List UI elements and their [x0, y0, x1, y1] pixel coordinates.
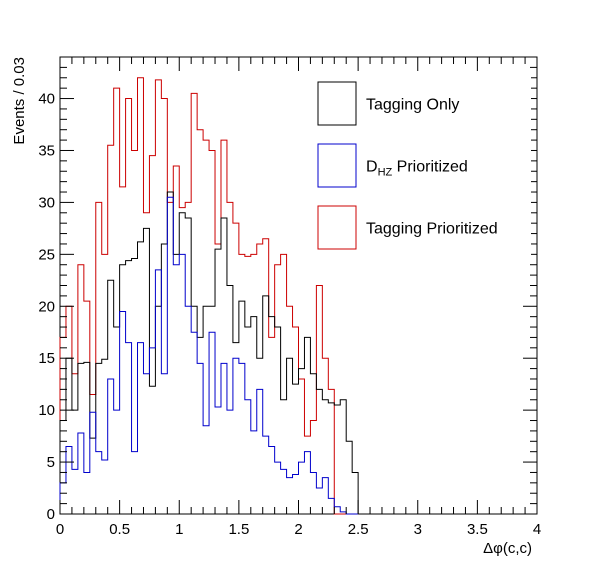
x-tick-label: 1.5	[228, 521, 249, 538]
legend: Tagging Only DHZ Prioritized Tagging Prior…	[306, 72, 531, 262]
legend-swatch	[317, 143, 357, 188]
x-tick-label: 2.5	[348, 521, 369, 538]
y-tick-label: 0	[47, 506, 55, 523]
legend-label: Tagging Prioritized	[366, 221, 498, 238]
x-axis-title: Δφ(c,c)	[483, 540, 532, 557]
x-tick-label: 3.5	[467, 521, 488, 538]
y-tick-label: 15	[38, 350, 55, 367]
y-tick-label: 25	[38, 246, 55, 263]
x-tick-label: 4	[533, 521, 541, 538]
series-tagging-only	[59, 191, 359, 514]
x-tick-label: 0	[56, 521, 64, 538]
y-tick-label: 30	[38, 194, 55, 211]
y-tick-label: 40	[38, 91, 55, 108]
legend-swatch	[317, 205, 357, 250]
series-d-hz-prioritized	[59, 196, 359, 515]
y-tick-label: 10	[38, 402, 55, 419]
x-tick-label: 3	[414, 521, 422, 538]
legend-background	[306, 72, 531, 262]
y-axis-title: Events / 0.03	[11, 57, 28, 145]
x-tick-label: 0.5	[109, 521, 130, 538]
legend-label: Tagging Only	[366, 97, 459, 114]
x-tick-label: 2	[294, 521, 302, 538]
legend-label: DHZ Prioritized	[366, 159, 468, 179]
legend-swatch	[317, 81, 357, 126]
y-tick-label: 5	[47, 454, 55, 471]
x-tick-label: 1	[175, 521, 183, 538]
y-tick-label: 35	[38, 142, 55, 159]
y-tick-label: 20	[38, 298, 55, 315]
series-layer	[59, 77, 359, 515]
